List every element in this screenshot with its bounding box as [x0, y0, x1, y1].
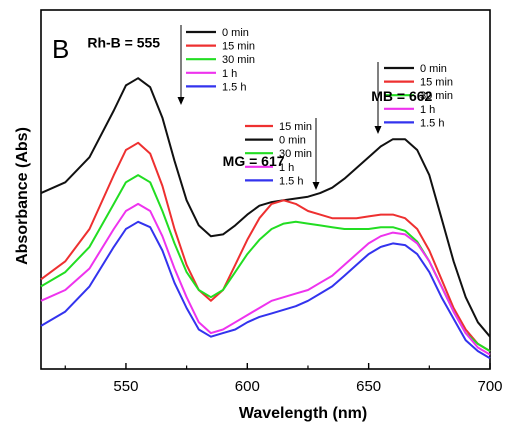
legend-label: 1 h — [222, 68, 237, 80]
x-tick-label: 600 — [235, 378, 260, 395]
x-tick-label: 550 — [113, 378, 138, 395]
legend-label: 0 min — [279, 135, 306, 147]
series-line — [40, 141, 491, 352]
plot-frame — [40, 9, 491, 370]
legend-arrow-head — [374, 126, 382, 134]
legend-label: 1.5 h — [222, 81, 246, 93]
legend-label: 15 min — [222, 41, 255, 53]
peak-annotation: Rh-B = 555 — [87, 35, 160, 51]
legend-arrow-head — [177, 97, 185, 105]
x-tick-label: 650 — [356, 378, 381, 395]
legend-label: 0 min — [222, 27, 249, 39]
panel-label: B — [52, 34, 69, 64]
peak-annotation: MG = 617 — [223, 153, 285, 169]
legend-label: 0 min — [420, 63, 447, 75]
legend-label: 1.5 h — [279, 175, 303, 187]
legend-label: 30 min — [222, 54, 255, 66]
y-axis-label: Absorbance (Abs) — [14, 127, 31, 265]
series-line — [40, 202, 491, 356]
legend-label: 1 h — [420, 104, 435, 116]
x-axis-label: Wavelength (nm) — [239, 405, 367, 422]
legend-label: 30 min — [279, 148, 312, 160]
legend-label: 1 h — [279, 162, 294, 174]
legend-label: 1.5 h — [420, 117, 444, 129]
legend-label: 30 min — [420, 90, 453, 102]
legend-label: 15 min — [279, 121, 312, 133]
x-tick-label: 700 — [477, 378, 502, 395]
legend-label: 15 min — [420, 77, 453, 89]
legend-arrow-head — [312, 182, 320, 190]
peak-annotation: MB = 662 — [371, 88, 432, 104]
series-line — [40, 220, 491, 360]
